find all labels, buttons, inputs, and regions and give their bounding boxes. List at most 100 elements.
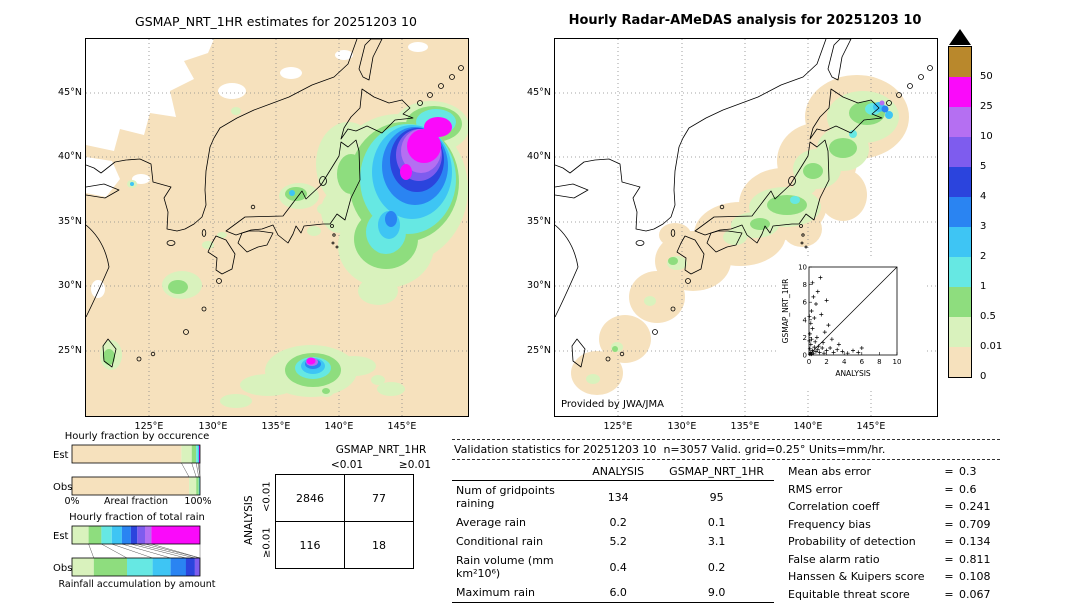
metric-value: 0.134 <box>959 535 991 548</box>
colorbar-swatch <box>949 167 971 197</box>
stats-col-analysis: ANALYSIS <box>577 462 660 481</box>
colorbar-swatch <box>949 347 971 377</box>
occurrence-chart-svg: Est Obs <box>53 444 201 496</box>
total-rain-chart-svg: Est Obs <box>53 525 201 577</box>
svg-text:4: 4 <box>803 316 808 324</box>
stats-row-value: 9.0 <box>707 586 726 599</box>
contingency-row-labels: <0.01 ≥0.01 <box>259 474 275 569</box>
svg-text:6: 6 <box>803 299 808 307</box>
stats-row-value: 0.2 <box>609 516 627 529</box>
metric-value: 0.811 <box>959 552 991 566</box>
total-rain-caption: Rainfall accumulation by amount <box>58 579 216 590</box>
metric-label: Mean abs error <box>788 465 872 478</box>
stats-title: Validation statistics for 20251203 10 n=… <box>452 439 1000 460</box>
metric-value: 0.709 <box>959 517 991 531</box>
metric-item: Equitable threat score = 0.067 <box>788 586 991 604</box>
stats-row-label: Conditional rain <box>456 535 544 548</box>
contingency-col-group: GSMAP_NRT_1HR <box>335 444 427 456</box>
stats-col-gsmap: GSMAP_NRT_1HR <box>659 462 774 481</box>
metric-item: Correlation coeff = 0.241 <box>788 498 991 516</box>
stats-row-label: Rain volume (mm km²10⁶) <box>456 554 554 580</box>
svg-text:0: 0 <box>807 358 811 366</box>
colorbar-swatch <box>949 137 971 167</box>
stats-row: Maximum rain 6.0 9.0 <box>452 583 774 603</box>
colorbar-tick-label: 0.01 <box>980 341 1003 352</box>
lon-tick-label: 125°E <box>603 421 633 432</box>
total-rain-chart: Hourly fraction of total rain Est Obs Rai… <box>52 512 222 590</box>
colorbar-swatches <box>948 46 972 378</box>
axis-title: Areal fraction <box>103 496 169 507</box>
lon-tick-label: 130°E <box>198 421 228 432</box>
svg-text:2: 2 <box>824 358 828 366</box>
colorbar-swatch <box>949 227 971 257</box>
colorbar-tick-label: 50 <box>980 71 993 82</box>
stats-row: Conditional rain 5.2 3.1 <box>452 532 774 551</box>
lon-tick-label: 125°E <box>134 421 164 432</box>
stats-row-value: 6.0 <box>609 586 627 599</box>
metrics-list: Mean abs error = 0.3 RMS error = 0.6 Correlati… <box>788 462 991 603</box>
metric-equals: = <box>944 517 954 531</box>
lon-tick-label: 145°E <box>387 421 417 432</box>
axis-max-label: 100% <box>184 496 212 507</box>
stats-table: ANALYSIS GSMAP_NRT_1HR Num of gridpoints… <box>452 462 774 603</box>
colorbar: 0 0.01 0.5 1 2 3 4 5 10 25 50 <box>948 46 1020 382</box>
lon-tick-label: 135°E <box>261 421 291 432</box>
stats-row-value: 0.4 <box>609 560 627 574</box>
contingency-col-label: <0.01 <box>330 459 364 471</box>
metric-value: 0.3 <box>959 465 977 478</box>
svg-text:Est: Est <box>53 450 69 461</box>
lon-tick-label: 135°E <box>730 421 760 432</box>
svg-text:ANALYSIS: ANALYSIS <box>835 369 871 378</box>
colorbar-overflow-triangle <box>949 29 971 45</box>
right-map-title: Hourly Radar-AMeDAS analysis for 2025120… <box>568 13 922 28</box>
validation-statistics: Validation statistics for 20251203 10 n=… <box>452 439 1000 603</box>
colorbar-swatch <box>949 287 971 317</box>
metric-label: Correlation coeff <box>788 500 880 513</box>
contingency-row-label: ≥0.01 <box>261 527 273 559</box>
svg-text:10: 10 <box>798 264 807 272</box>
lat-tick-label: 45°N <box>58 87 82 98</box>
svg-text:0: 0 <box>803 352 807 360</box>
colorbar-swatch <box>949 317 971 347</box>
contingency-cell: 2846 <box>275 474 345 522</box>
metric-item: Frequency bias = 0.709 <box>788 516 991 534</box>
svg-text:Est: Est <box>53 531 69 542</box>
stats-row: Num of gridpoints raining 134 95 <box>452 481 774 514</box>
colorbar-swatch <box>949 77 971 107</box>
contingency-col-headers: <0.01 ≥0.01 <box>313 459 449 471</box>
colorbar-swatch <box>949 107 971 137</box>
metric-equals: = <box>944 500 954 513</box>
colorbar-tick-label: 5 <box>980 161 987 172</box>
metric-label: Hanssen & Kuipers score <box>788 570 925 583</box>
svg-text:8: 8 <box>803 281 807 289</box>
metric-item: Hanssen & Kuipers score = 0.108 <box>788 568 991 586</box>
metric-label: Frequency bias <box>788 517 871 531</box>
svg-text:4: 4 <box>842 358 847 366</box>
contingency-col-label: ≥0.01 <box>398 459 432 471</box>
left-map-svg <box>86 39 468 416</box>
colorbar-tick-label: 4 <box>980 191 987 202</box>
lat-tick-label: 40°N <box>527 151 551 162</box>
metric-item: Probability of detection = 0.134 <box>788 533 991 551</box>
left-map: 125°E 130°E 135°E 140°E 145°E 45°N 40°N 35°N 30°… <box>58 38 469 432</box>
stats-row: Rain volume (mm km²10⁶) 0.4 0.2 <box>452 551 774 583</box>
lat-tick-label: 35°N <box>58 216 82 227</box>
right-map: 0 0 2 2 4 4 6 6 8 8 10 10 ANALYSIS GSMAP_NRT_1HR Prov… <box>527 38 938 432</box>
metric-equals: = <box>944 465 954 478</box>
stats-row-label: Num of gridpoints raining <box>456 484 555 510</box>
svg-text:10: 10 <box>893 358 902 366</box>
lat-tick-label: 25°N <box>527 345 551 356</box>
colorbar-tick-label: 0 <box>980 371 987 382</box>
left-map-title: GSMAP_NRT_1HR estimates for 20251203 10 <box>135 14 417 29</box>
metric-label: False alarm ratio <box>788 552 880 566</box>
metric-value: 0.067 <box>959 587 991 601</box>
metric-item: RMS error = 0.6 <box>788 481 991 499</box>
colorbar-tick-label: 3 <box>980 221 987 232</box>
colorbar-tick-label: 25 <box>980 101 993 112</box>
colorbar-tick-label: 0.5 <box>980 311 996 322</box>
contingency-cell: 116 <box>275 521 345 569</box>
stats-row-label: Maximum rain <box>456 586 535 599</box>
metric-item: Mean abs error = 0.3 <box>788 463 991 481</box>
metric-item: False alarm ratio = 0.811 <box>788 551 991 569</box>
